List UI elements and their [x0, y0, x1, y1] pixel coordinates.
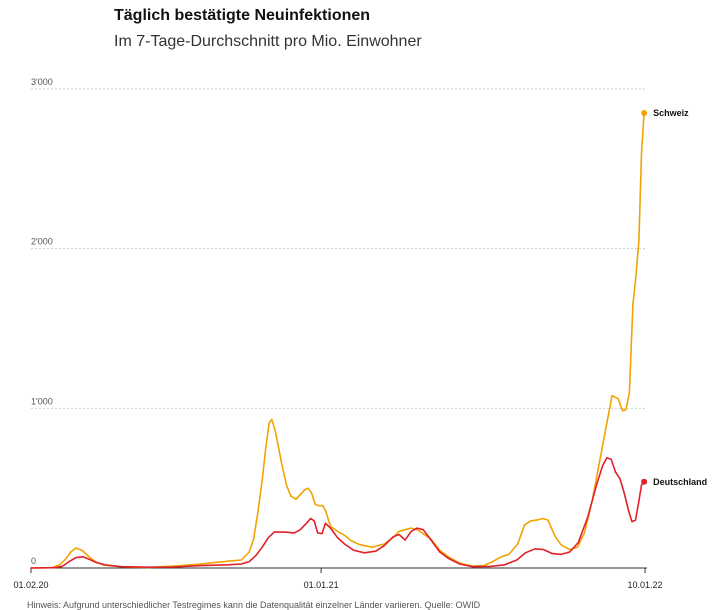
series-label-schweiz: Schweiz — [653, 108, 689, 118]
y-axis-tick-labels: 0 1'000 2'000 3'000 — [31, 77, 53, 566]
x-tick-label: 01.02.20 — [13, 580, 48, 590]
y-tick-label: 1'000 — [31, 396, 53, 406]
y-tick-label: 2'000 — [31, 237, 53, 247]
x-tick-label: 10.01.22 — [627, 580, 662, 590]
series-lines — [30, 109, 648, 569]
series-label-deutschland: Deutschland — [653, 477, 707, 487]
x-axis: 01.02.20 01.01.21 10.01.22 — [13, 567, 663, 590]
series-line-schweiz — [30, 112, 645, 569]
gridlines — [31, 88, 645, 409]
series-end-point-deutschland — [641, 478, 648, 485]
chart-title: Täglich bestätigte Neuinfektionen — [114, 7, 371, 24]
series-end-point-schweiz — [641, 109, 648, 116]
chart-subtitle: Im 7-Tage-Durchschnitt pro Mio. Einwohne… — [114, 33, 422, 50]
y-tick-label: 3'000 — [31, 77, 53, 87]
series-end-labels: Schweiz Deutschland — [653, 108, 707, 487]
x-tick-label: 01.01.21 — [304, 580, 339, 590]
series-line-deutschland — [30, 457, 645, 569]
y-tick-label: 0 — [31, 556, 36, 566]
source-footnote: Hinweis: Aufgrund unterschiedlicher Test… — [27, 600, 481, 610]
